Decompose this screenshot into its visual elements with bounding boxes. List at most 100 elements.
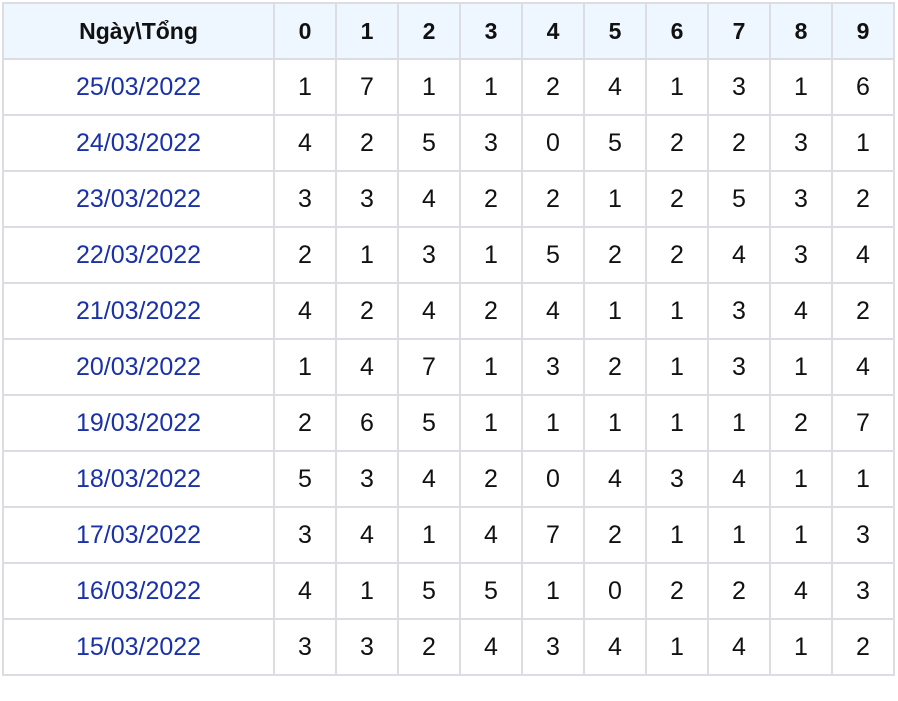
count-cell: 2: [831, 170, 895, 228]
count-cell: 1: [645, 58, 709, 116]
count-cell: 1: [645, 618, 709, 676]
count-cell: 2: [459, 170, 523, 228]
count-cell: 5: [583, 114, 647, 172]
count-cell: 2: [521, 58, 585, 116]
table-row: 19/03/2022 2 6 5 1 1 1 1 1 2 7: [2, 394, 895, 452]
count-cell: 1: [769, 450, 833, 508]
count-cell: 1: [521, 562, 585, 620]
count-cell: 2: [459, 282, 523, 340]
count-cell: 3: [769, 114, 833, 172]
date-link[interactable]: 19/03/2022: [2, 394, 275, 452]
count-cell: 1: [335, 562, 399, 620]
date-link[interactable]: 25/03/2022: [2, 58, 275, 116]
date-link[interactable]: 21/03/2022: [2, 282, 275, 340]
count-cell: 2: [583, 506, 647, 564]
table-row: 21/03/2022 4 2 4 2 4 1 1 3 4 2: [2, 282, 895, 340]
count-cell: 0: [521, 450, 585, 508]
count-cell: 1: [645, 282, 709, 340]
count-cell: 1: [583, 394, 647, 452]
count-cell: 3: [707, 282, 771, 340]
header-digit: 2: [397, 2, 461, 60]
count-cell: 5: [707, 170, 771, 228]
count-cell: 3: [335, 450, 399, 508]
count-cell: 1: [831, 450, 895, 508]
count-cell: 6: [831, 58, 895, 116]
count-cell: 2: [583, 226, 647, 284]
count-cell: 1: [831, 114, 895, 172]
count-cell: 3: [831, 562, 895, 620]
count-cell: 2: [831, 618, 895, 676]
table-row: 22/03/2022 2 1 3 1 5 2 2 4 3 4: [2, 226, 895, 284]
count-cell: 4: [769, 562, 833, 620]
date-link[interactable]: 16/03/2022: [2, 562, 275, 620]
count-cell: 4: [397, 170, 461, 228]
count-cell: 2: [397, 618, 461, 676]
header-digit: 9: [831, 2, 895, 60]
count-cell: 6: [335, 394, 399, 452]
date-link[interactable]: 15/03/2022: [2, 618, 275, 676]
count-cell: 7: [831, 394, 895, 452]
count-cell: 4: [707, 226, 771, 284]
date-link[interactable]: 17/03/2022: [2, 506, 275, 564]
count-cell: 2: [645, 114, 709, 172]
count-cell: 3: [273, 170, 337, 228]
header-digit: 7: [707, 2, 771, 60]
header-digit: 4: [521, 2, 585, 60]
count-cell: 7: [335, 58, 399, 116]
count-cell: 4: [707, 618, 771, 676]
count-cell: 1: [459, 394, 523, 452]
table-row: 20/03/2022 1 4 7 1 3 2 1 3 1 4: [2, 338, 895, 396]
count-cell: 1: [273, 338, 337, 396]
count-cell: 3: [335, 618, 399, 676]
count-cell: 1: [459, 58, 523, 116]
table-row: 25/03/2022 1 7 1 1 2 4 1 3 1 6: [2, 58, 895, 116]
count-cell: 4: [273, 114, 337, 172]
count-cell: 4: [707, 450, 771, 508]
table-row: 15/03/2022 3 3 2 4 3 4 1 4 1 2: [2, 618, 895, 676]
date-link[interactable]: 24/03/2022: [2, 114, 275, 172]
count-cell: 2: [273, 226, 337, 284]
header-digit: 8: [769, 2, 833, 60]
count-cell: 7: [521, 506, 585, 564]
count-cell: 2: [707, 562, 771, 620]
count-cell: 4: [397, 282, 461, 340]
count-cell: 3: [273, 618, 337, 676]
count-cell: 2: [645, 170, 709, 228]
count-cell: 2: [273, 394, 337, 452]
table-row: 24/03/2022 4 2 5 3 0 5 2 2 3 1: [2, 114, 895, 172]
header-digit: 6: [645, 2, 709, 60]
count-cell: 4: [273, 562, 337, 620]
count-cell: 1: [769, 618, 833, 676]
date-link[interactable]: 18/03/2022: [2, 450, 275, 508]
table-row: 16/03/2022 4 1 5 5 1 0 2 2 4 3: [2, 562, 895, 620]
count-cell: 2: [521, 170, 585, 228]
count-cell: 1: [645, 506, 709, 564]
count-cell: 4: [583, 618, 647, 676]
count-cell: 7: [397, 338, 461, 396]
date-link[interactable]: 23/03/2022: [2, 170, 275, 228]
count-cell: 4: [335, 338, 399, 396]
count-cell: 4: [769, 282, 833, 340]
count-cell: 2: [459, 450, 523, 508]
date-link[interactable]: 22/03/2022: [2, 226, 275, 284]
count-cell: 1: [769, 338, 833, 396]
count-cell: 3: [335, 170, 399, 228]
date-link[interactable]: 20/03/2022: [2, 338, 275, 396]
count-cell: 5: [397, 114, 461, 172]
count-cell: 4: [459, 506, 523, 564]
count-cell: 1: [459, 226, 523, 284]
count-cell: 3: [273, 506, 337, 564]
count-cell: 2: [645, 226, 709, 284]
header-digit: 5: [583, 2, 647, 60]
count-cell: 2: [645, 562, 709, 620]
count-cell: 4: [459, 618, 523, 676]
count-cell: 5: [397, 394, 461, 452]
count-cell: 4: [583, 58, 647, 116]
count-cell: 3: [707, 338, 771, 396]
count-cell: 1: [645, 394, 709, 452]
count-cell: 3: [397, 226, 461, 284]
count-cell: 4: [397, 450, 461, 508]
count-cell: 4: [831, 338, 895, 396]
